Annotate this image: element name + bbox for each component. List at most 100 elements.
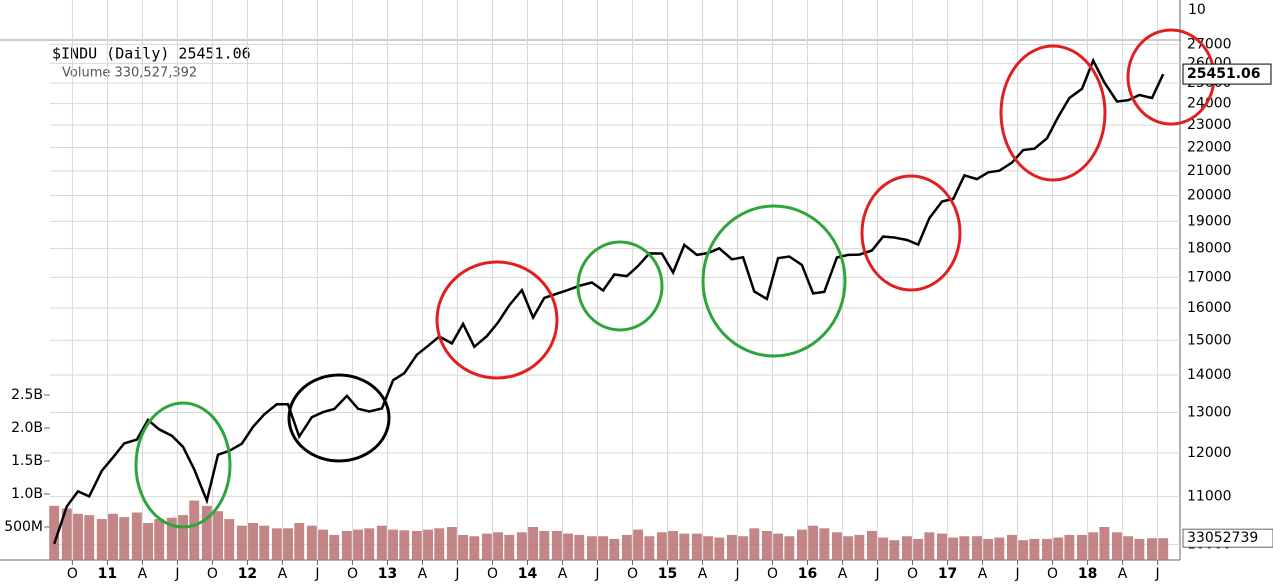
volume-bar — [924, 532, 935, 560]
x-tick-label: J — [874, 566, 879, 582]
volume-bar — [318, 529, 329, 560]
y-tick-label: 14000 — [1187, 367, 1232, 383]
x-tick-label: A — [838, 566, 848, 582]
volume-bar — [703, 536, 714, 560]
volume-bar — [61, 508, 72, 560]
volume-bar — [399, 530, 410, 560]
volume-bar — [469, 536, 480, 560]
x-tick-label: 13 — [378, 566, 397, 582]
y-tick-label: 19000 — [1187, 213, 1232, 229]
y2-tick-label: 1.0B — [11, 486, 43, 502]
y-tick-label: 16000 — [1187, 300, 1232, 316]
volume-bar — [259, 525, 270, 560]
x-tick-label: O — [207, 566, 218, 582]
x-tick-label: 16 — [798, 566, 817, 582]
volume-bar — [644, 536, 655, 560]
volume-bar — [143, 523, 153, 560]
y2-tick-label: 1.5B — [11, 453, 43, 469]
volume-bar — [889, 540, 900, 560]
x-tick-label: J — [734, 566, 739, 582]
y-tick-label: 12000 — [1187, 445, 1232, 461]
volume-bar — [458, 534, 469, 560]
volume-bar — [668, 530, 679, 560]
volume-bar — [796, 529, 807, 560]
x-tick-label: O — [67, 566, 78, 582]
annotation-circle — [860, 174, 962, 292]
volume-bar — [808, 525, 819, 560]
volume-bar — [189, 500, 200, 560]
volume-bar — [493, 532, 504, 560]
volume-bar — [236, 525, 247, 560]
volume-bar — [913, 538, 924, 560]
volume-bar — [843, 536, 854, 560]
volume-bar — [108, 513, 118, 560]
volume-bar — [563, 533, 574, 560]
volume-bar — [423, 529, 434, 560]
chart-title: $INDU (Daily) 25451.06 — [52, 45, 251, 63]
volume-bar — [516, 532, 527, 560]
volume-bar — [1064, 534, 1075, 560]
x-tick-label: 18 — [1078, 566, 1097, 582]
x-tick-label: A — [1118, 566, 1128, 582]
x-tick-label: 14 — [518, 566, 538, 582]
volume-bar — [1077, 534, 1087, 560]
volume-bar — [714, 537, 725, 560]
volume-bar — [271, 528, 282, 560]
volume-bar — [738, 536, 749, 560]
volume-bar — [376, 525, 387, 560]
volume-bar — [972, 536, 982, 560]
x-tick-label: J — [1015, 566, 1020, 582]
volume-bar — [481, 533, 492, 560]
x-tick-label: A — [138, 566, 148, 582]
x-tick-label: O — [347, 566, 358, 582]
volume-bar — [539, 530, 550, 560]
volume-bar — [528, 527, 539, 560]
annotation-circle — [287, 373, 391, 463]
x-tick-label: 12 — [238, 566, 257, 582]
last-volume-label: 33052739 — [1187, 530, 1258, 546]
volume-bar — [609, 538, 620, 560]
x-tick-label: O — [767, 566, 778, 582]
volume-bar — [96, 519, 107, 560]
volume-bar — [248, 523, 258, 560]
volume-bar — [819, 528, 830, 560]
annotation-circle — [134, 401, 232, 529]
volume-bar — [586, 536, 597, 560]
y-tick-label: 24000 — [1187, 96, 1232, 112]
y-tick-label: 22000 — [1187, 139, 1232, 155]
volume-bar — [1029, 538, 1040, 560]
x-tick-label: A — [278, 566, 288, 582]
volume-bar — [1112, 532, 1122, 560]
volume-bar — [224, 519, 235, 560]
x-tick-label: J — [174, 566, 179, 582]
x-tick-label: J — [1155, 566, 1160, 582]
x-tick-label: A — [418, 566, 428, 582]
y2-tick-label: 500M — [4, 519, 43, 535]
annotation-circle — [576, 240, 664, 332]
y-tick-label: 21000 — [1187, 163, 1232, 179]
volume-bar — [1099, 527, 1110, 560]
volume-bar — [1007, 534, 1017, 560]
annotation-circle — [999, 44, 1107, 182]
volume-bar — [633, 529, 644, 560]
volume-bar — [959, 536, 970, 560]
volume-bar — [726, 534, 737, 560]
volume-bar — [551, 530, 562, 560]
volume-bar — [901, 536, 912, 560]
volume-bar — [749, 528, 760, 560]
annotation-circle — [435, 260, 559, 380]
y-tick-label: 18000 — [1187, 241, 1232, 257]
volume-bar — [1134, 538, 1145, 560]
volume-bar — [388, 529, 399, 560]
x-tick-label: J — [314, 566, 319, 582]
volume-bar — [656, 532, 667, 560]
volume-bar — [1158, 538, 1169, 560]
volume-bar — [154, 519, 165, 560]
volume-bar — [831, 532, 842, 560]
x-tick-label: O — [627, 566, 638, 582]
volume-bar — [854, 534, 865, 560]
volume-bar — [178, 515, 188, 560]
volume-bar — [411, 530, 422, 560]
x-tick-label: A — [558, 566, 568, 582]
